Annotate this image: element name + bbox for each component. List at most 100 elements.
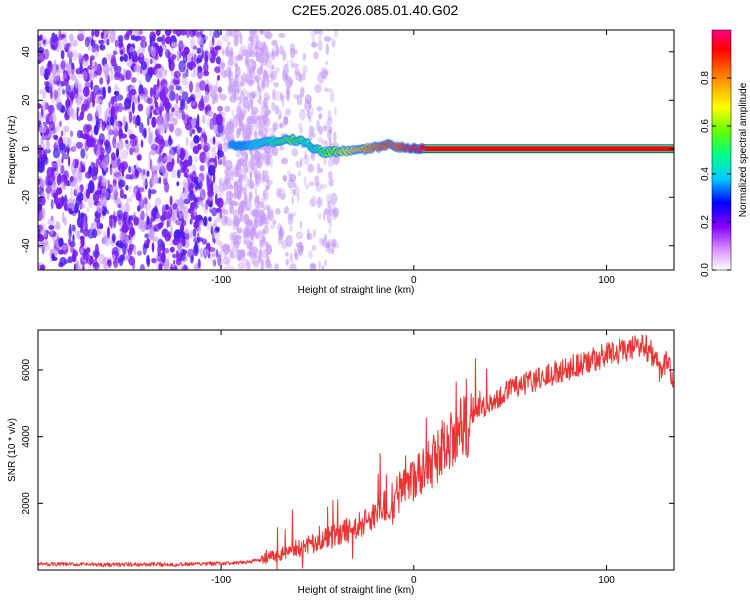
noise-blob bbox=[223, 69, 227, 79]
noise-blob bbox=[279, 146, 285, 151]
noise-blob bbox=[234, 65, 241, 78]
noise-blob bbox=[176, 143, 181, 156]
noise-blob bbox=[133, 64, 142, 73]
noise-blob bbox=[246, 220, 254, 226]
noise-blob bbox=[71, 205, 75, 212]
noise-blob bbox=[72, 168, 78, 181]
noise-blob bbox=[105, 188, 111, 201]
noise-blob bbox=[193, 53, 197, 63]
noise-blob bbox=[322, 239, 325, 247]
noise-blob bbox=[42, 39, 46, 45]
noise-blob bbox=[199, 247, 204, 258]
noise-blob bbox=[172, 117, 178, 126]
noise-blob bbox=[297, 245, 304, 257]
noise-blob bbox=[137, 46, 145, 58]
noise-blob bbox=[264, 152, 270, 163]
noise-blob bbox=[321, 265, 325, 270]
noise-blob bbox=[118, 254, 126, 262]
noise-blob bbox=[212, 259, 217, 267]
noise-blob bbox=[257, 86, 264, 93]
noise-blob bbox=[287, 213, 294, 226]
noise-blob bbox=[213, 238, 216, 244]
noise-blob bbox=[175, 30, 182, 37]
noise-blob bbox=[98, 133, 105, 144]
noise-blob bbox=[273, 82, 279, 88]
noise-blob bbox=[59, 136, 63, 143]
noise-blob bbox=[58, 249, 64, 255]
noise-blob bbox=[306, 110, 313, 119]
noise-blob bbox=[242, 95, 249, 109]
noise-blob bbox=[110, 116, 115, 126]
noise-blob bbox=[328, 177, 334, 187]
noise-blob bbox=[243, 233, 246, 245]
noise-blob bbox=[86, 113, 93, 122]
noise-blob bbox=[77, 52, 82, 60]
noise-blob bbox=[138, 221, 146, 232]
noise-blob bbox=[104, 30, 107, 37]
noise-blob bbox=[323, 212, 326, 222]
spectrogram-ylabel: Frequency (Hz) bbox=[7, 116, 18, 185]
snr-xtick-label: 0 bbox=[411, 575, 417, 586]
noise-blob bbox=[244, 61, 250, 68]
noise-blob bbox=[138, 198, 145, 210]
noise-blob bbox=[305, 184, 309, 190]
noise-blob bbox=[42, 240, 50, 252]
noise-blob bbox=[313, 30, 322, 35]
noise-blob bbox=[61, 156, 64, 164]
noise-blob bbox=[53, 59, 57, 67]
noise-blob bbox=[68, 156, 71, 167]
noise-blob bbox=[255, 34, 260, 41]
noise-blob bbox=[327, 200, 333, 209]
noise-blob bbox=[225, 177, 231, 190]
noise-blob bbox=[41, 207, 45, 217]
noise-blob bbox=[149, 231, 154, 239]
noise-blob bbox=[326, 193, 332, 204]
noise-blob bbox=[70, 245, 74, 254]
noise-blob bbox=[248, 36, 254, 42]
noise-blob bbox=[218, 182, 226, 192]
noise-blob bbox=[151, 257, 157, 264]
noise-blob bbox=[176, 207, 180, 219]
noise-blob bbox=[258, 172, 266, 184]
noise-blob bbox=[69, 176, 74, 183]
noise-blob bbox=[259, 239, 266, 245]
noise-blob bbox=[55, 158, 63, 168]
noise-blob bbox=[261, 81, 265, 86]
noise-blob bbox=[247, 79, 254, 87]
noise-blob bbox=[64, 194, 68, 201]
spec-xtick-label: 0 bbox=[411, 275, 417, 286]
noise-blob bbox=[52, 147, 61, 159]
noise-blob bbox=[191, 170, 197, 182]
noise-blob bbox=[278, 32, 286, 39]
noise-blob bbox=[87, 181, 95, 194]
noise-blob bbox=[74, 78, 80, 90]
noise-blob bbox=[167, 251, 171, 262]
noise-blob bbox=[225, 258, 231, 267]
noise-blob bbox=[208, 164, 216, 176]
noise-blob bbox=[266, 259, 271, 266]
noise-blob bbox=[46, 166, 54, 178]
noise-blob bbox=[283, 50, 287, 61]
noise-blob bbox=[176, 49, 180, 62]
noise-blob bbox=[316, 106, 323, 112]
noise-blob bbox=[122, 116, 127, 127]
noise-blob bbox=[72, 234, 75, 243]
noise-blob bbox=[136, 154, 142, 161]
noise-blob bbox=[260, 215, 263, 227]
noise-blob bbox=[319, 167, 324, 174]
spectrogram-frame bbox=[37, 29, 675, 271]
snr-xlabel: Height of straight line (km) bbox=[298, 585, 415, 596]
noise-blob bbox=[314, 83, 322, 93]
noise-blob bbox=[327, 110, 332, 122]
noise-blob bbox=[178, 60, 186, 73]
noise-blob bbox=[284, 73, 289, 85]
noise-blob bbox=[69, 68, 75, 75]
noise-blob bbox=[80, 160, 87, 166]
noise-blob bbox=[155, 67, 163, 79]
noise-blob bbox=[279, 122, 283, 129]
noise-blob bbox=[266, 78, 270, 89]
noise-blob bbox=[139, 93, 146, 100]
noise-blob bbox=[102, 261, 109, 270]
noise-blob bbox=[196, 47, 202, 54]
noise-blob bbox=[201, 114, 206, 125]
